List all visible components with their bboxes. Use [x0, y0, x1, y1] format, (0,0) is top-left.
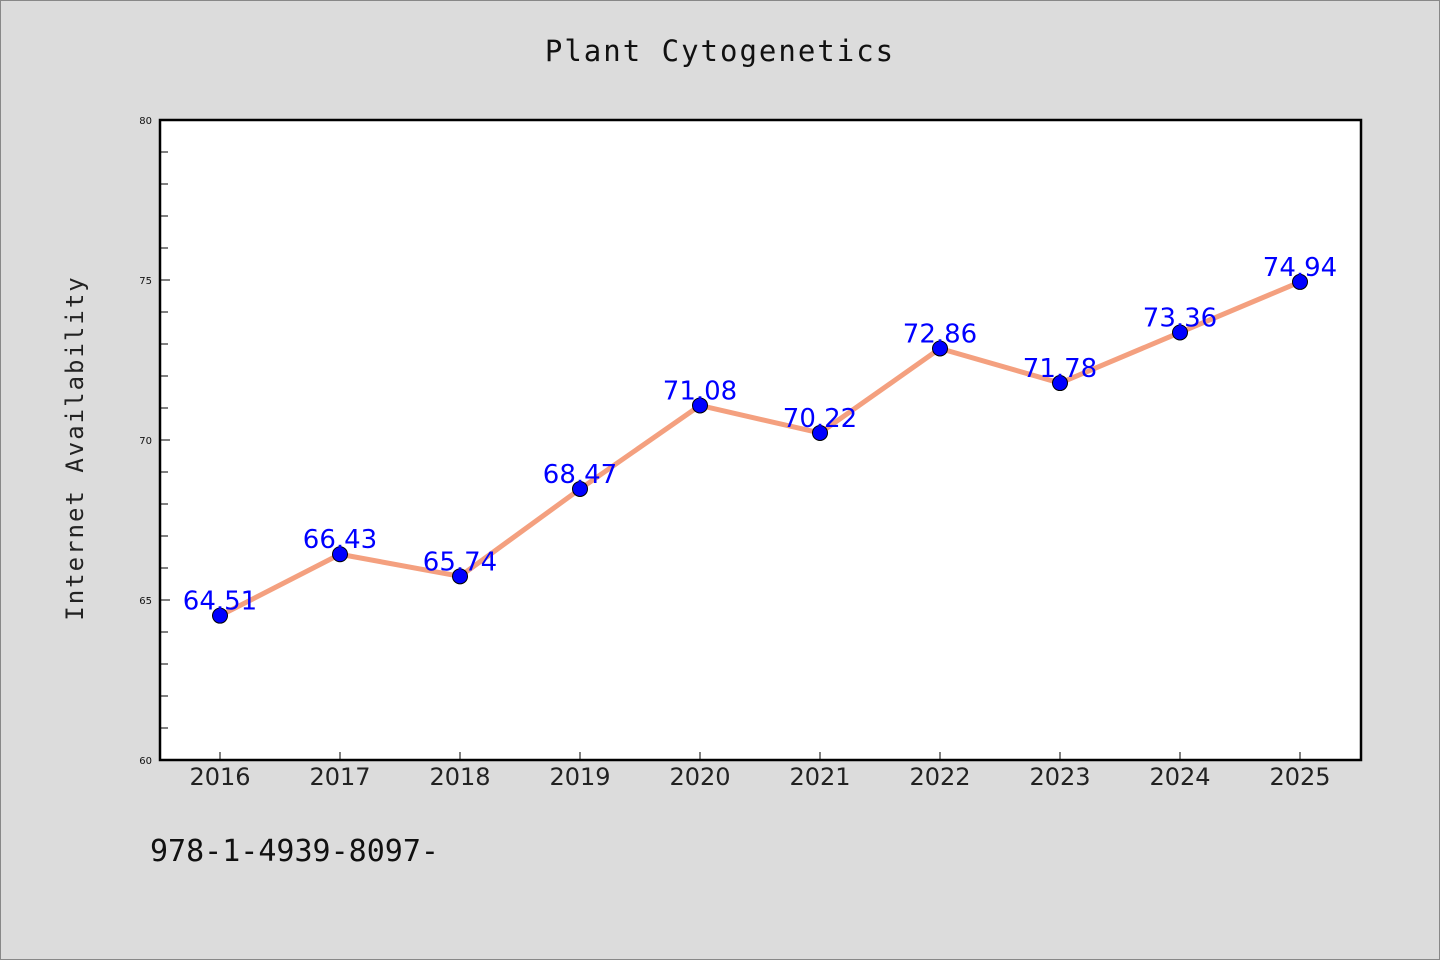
data-point: [1172, 324, 1188, 341]
series-layer: [212, 273, 1308, 624]
data-label: 64.51: [183, 587, 257, 617]
data-label: 68.47: [543, 460, 617, 490]
data-labels-layer: 64.51 66.43 65.74 68.47 71.08 70.22 72.86 71.78…: [183, 253, 1337, 617]
data-label: 71.78: [1023, 354, 1097, 384]
data-label: 72.86: [903, 319, 977, 349]
x-tick-label: 2022: [909, 763, 970, 791]
y-tick-label: 70: [139, 436, 152, 447]
data-point: [332, 546, 348, 563]
data-point: [452, 568, 468, 585]
x-tick-label: 2025: [1269, 763, 1330, 791]
data-point: [932, 340, 948, 357]
data-point: [212, 607, 228, 624]
y-axis-ticks: 60 65 70 75 80: [139, 116, 170, 767]
x-tick-label: 2017: [309, 763, 370, 791]
data-point: [1292, 273, 1308, 290]
data-label: 71.08: [663, 376, 737, 406]
data-label: 66.43: [303, 525, 377, 555]
chart-title: Plant Cytogenetics: [544, 34, 896, 68]
x-tick-label: 2023: [1029, 763, 1090, 791]
data-label: 65.74: [423, 547, 497, 577]
data-label: 74.94: [1263, 253, 1337, 283]
plot-area: [158, 118, 1363, 762]
data-point: [572, 480, 588, 497]
series-line: [217, 279, 1303, 619]
x-tick-label: 2020: [669, 763, 730, 791]
x-tick-label: 2021: [789, 763, 850, 791]
x-tick-label: 2019: [549, 763, 610, 791]
y-tick-label: 80: [139, 116, 152, 127]
x-axis-ticks: 2016 2017 2018 2019 2020 2021 2022 2023 2024 2025: [189, 752, 1331, 791]
x-tick-label: 2018: [429, 763, 490, 791]
data-label: 70.22: [783, 404, 857, 434]
data-point: [812, 424, 828, 441]
data-point: [692, 397, 708, 414]
y-tick-label: 65: [139, 596, 152, 607]
footer-isbn-text: 978-1-4939-8097-: [150, 834, 439, 869]
y-tick-label: 75: [139, 276, 152, 287]
x-tick-label: 2016: [189, 763, 250, 791]
data-point: [1052, 375, 1068, 392]
data-label: 73.36: [1143, 303, 1217, 333]
x-tick-label: 2024: [1149, 763, 1210, 791]
y-tick-label: 60: [139, 756, 152, 767]
